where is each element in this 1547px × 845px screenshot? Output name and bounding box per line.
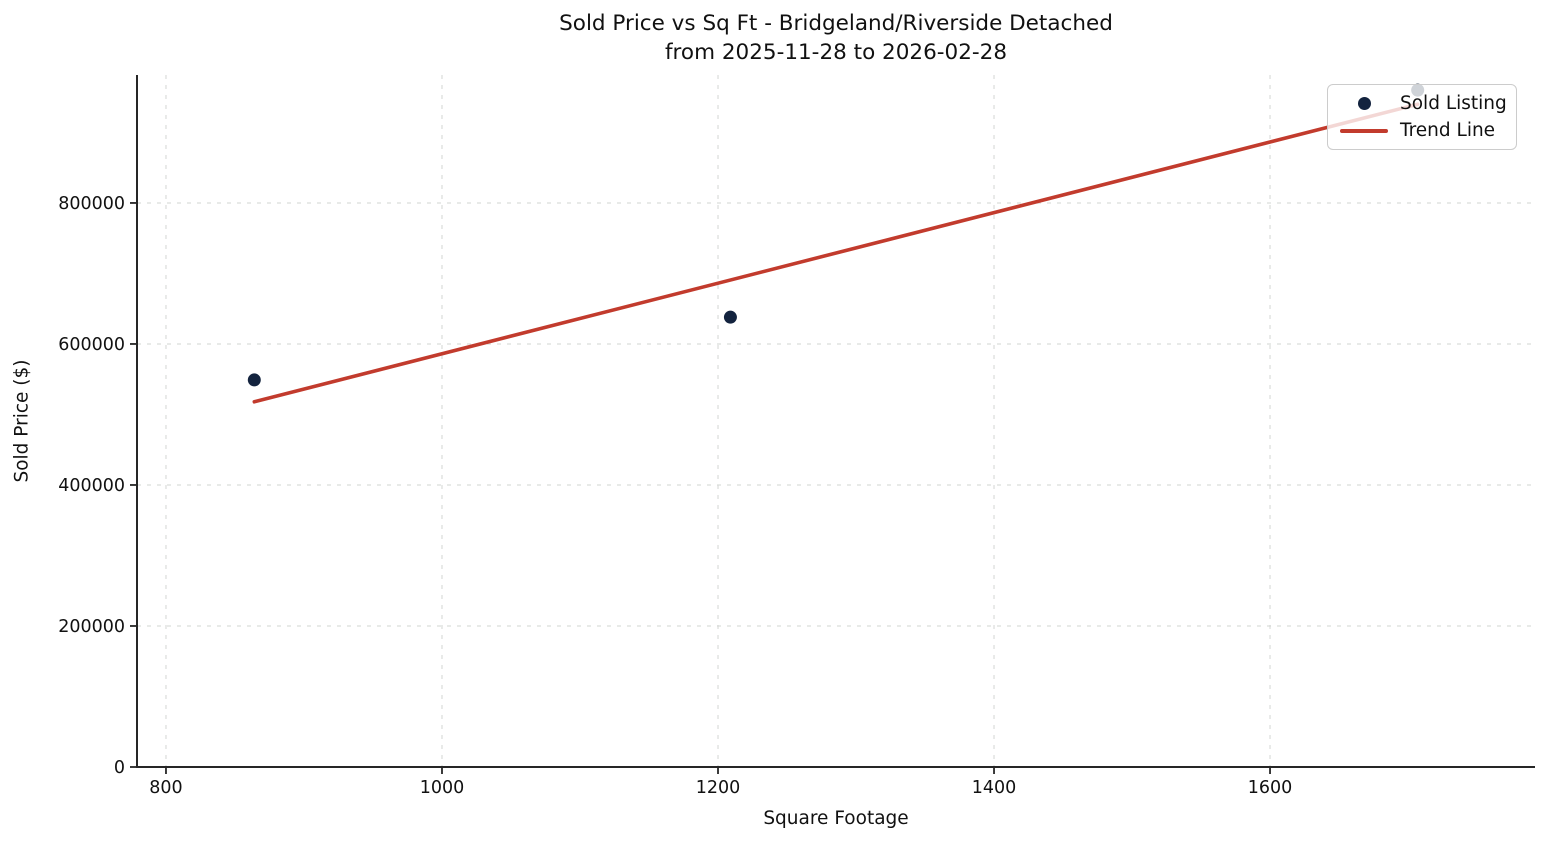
data-point <box>723 310 737 324</box>
x-tick-label: 1600 <box>1248 778 1293 798</box>
data-point <box>247 373 261 387</box>
legend: Sold Listing Trend Line <box>1327 84 1517 150</box>
x-tick-label: 1200 <box>696 778 741 798</box>
y-tick-label: 800000 <box>58 194 125 214</box>
x-axis-label: Square Footage <box>763 808 909 829</box>
y-tick-label: 600000 <box>58 335 125 355</box>
series <box>247 83 1425 404</box>
y-tick-label: 0 <box>114 758 125 778</box>
legend-marker-dot-icon <box>1338 97 1390 111</box>
legend-label-sold-listing: Sold Listing <box>1400 93 1507 114</box>
chart-title: Sold Price vs Sq Ft - Bridgeland/Riversi… <box>137 9 1535 67</box>
chart-title-line-1: Sold Price vs Sq Ft - Bridgeland/Riversi… <box>559 11 1113 36</box>
legend-label-trend-line: Trend Line <box>1400 120 1496 141</box>
legend-item-trend-line: Trend Line <box>1338 117 1506 144</box>
x-tick-label: 1400 <box>972 778 1017 798</box>
y-tick-label: 400000 <box>58 476 125 496</box>
x-tick-label: 800 <box>149 778 182 798</box>
gridlines <box>137 75 1535 768</box>
trend-line <box>252 102 1420 404</box>
y-axis-label: Sold Price ($) <box>11 359 33 483</box>
y-tick-label: 200000 <box>58 617 125 637</box>
axes: 800 1000 1200 1400 1600 0 200000 400000 600000 80… <box>58 75 1535 798</box>
legend-item-sold-listing: Sold Listing <box>1338 90 1507 117</box>
x-tick-label: 1000 <box>420 778 465 798</box>
legend-marker-line-icon <box>1338 124 1390 138</box>
chart-title-line-2: from 2025-11-28 to 2026-02-28 <box>664 40 1008 65</box>
